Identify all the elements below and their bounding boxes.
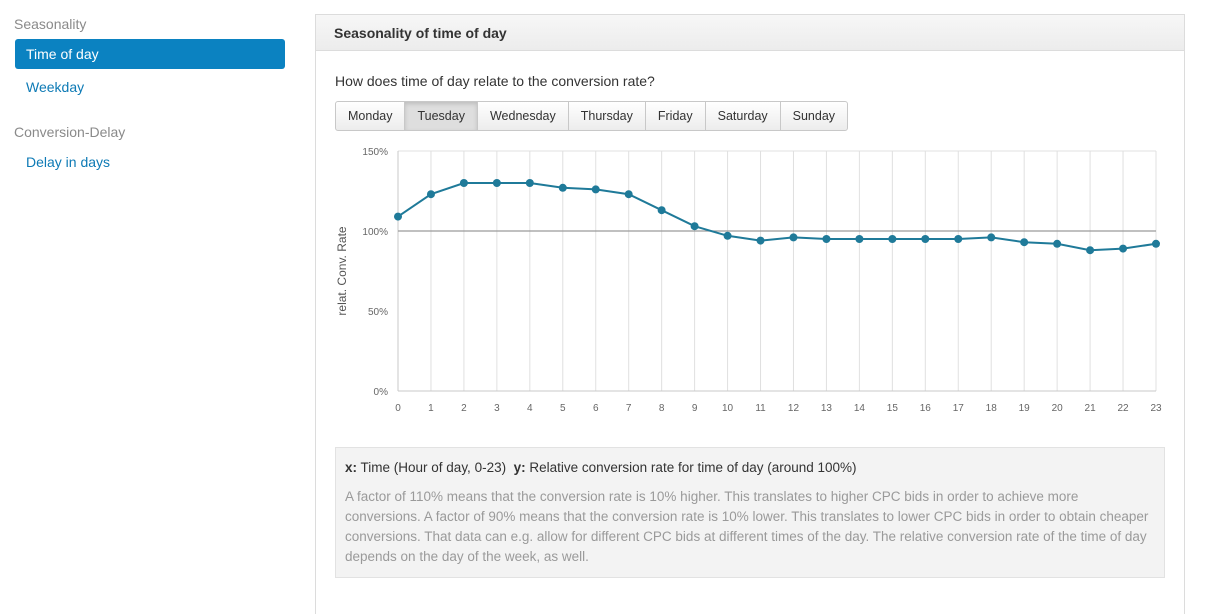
data-point xyxy=(1152,239,1160,248)
data-point xyxy=(723,231,732,240)
data-point xyxy=(987,233,996,242)
data-point xyxy=(822,235,831,243)
day-button-saturday[interactable]: Saturday xyxy=(704,101,781,131)
data-point xyxy=(525,179,534,187)
info-description: A factor of 110% means that the conversi… xyxy=(345,489,1149,564)
x-key: x: xyxy=(345,460,358,475)
data-point xyxy=(690,222,699,231)
data-point xyxy=(1086,246,1095,255)
data-point xyxy=(394,212,402,221)
x-tick-label: 21 xyxy=(1085,403,1097,414)
info-box: x: Time (Hour of day, 0-23) y: Relative … xyxy=(335,447,1165,578)
seasonality-panel: Seasonality of time of day How does time… xyxy=(315,14,1185,614)
y-tick-label: 50% xyxy=(368,307,388,318)
nav-header-seasonality: Seasonality xyxy=(14,16,87,32)
day-button-sunday[interactable]: Sunday xyxy=(779,101,849,131)
x-tick-label: 19 xyxy=(1019,403,1031,414)
data-point xyxy=(1053,239,1062,248)
data-point xyxy=(789,233,798,242)
x-tick-label: 0 xyxy=(395,403,401,414)
data-point xyxy=(624,190,633,199)
x-tick-label: 14 xyxy=(854,403,866,414)
x-tick-label: 7 xyxy=(626,403,632,414)
sidebar-item-weekday[interactable]: Weekday xyxy=(26,79,85,95)
data-point xyxy=(492,179,501,187)
x-tick-label: 12 xyxy=(788,403,800,414)
x-tick-label: 22 xyxy=(1117,403,1129,414)
x-tick-label: 4 xyxy=(527,403,533,414)
data-point xyxy=(756,236,765,245)
data-point xyxy=(1020,238,1029,247)
x-tick-label: 16 xyxy=(920,403,932,414)
x-tick-label: 8 xyxy=(659,403,665,414)
data-point xyxy=(426,190,435,199)
y-description: Relative conversion rate for time of day… xyxy=(529,460,857,475)
data-point xyxy=(459,179,468,187)
x-tick-label: 3 xyxy=(494,403,500,414)
nav-header-conversion-delay: Conversion-Delay xyxy=(14,124,126,140)
data-point xyxy=(954,235,963,243)
sidebar-item-delay-in-days[interactable]: Delay in days xyxy=(26,154,111,170)
day-button-group: Monday Tuesday Wednesday Thursday Friday… xyxy=(335,101,849,131)
data-point xyxy=(657,206,666,215)
axis-legend: x: Time (Hour of day, 0-23) y: Relative … xyxy=(345,460,1154,475)
y-tick-label: 150% xyxy=(362,147,388,158)
x-tick-label: 15 xyxy=(887,403,899,414)
data-point xyxy=(921,235,930,243)
day-button-monday[interactable]: Monday xyxy=(335,101,406,131)
sidebar-item-time-of-day[interactable]: Time of day xyxy=(15,39,285,69)
x-tick-label: 13 xyxy=(821,403,833,414)
panel-title: Seasonality of time of day xyxy=(316,15,1184,51)
day-button-tuesday[interactable]: Tuesday xyxy=(404,101,478,131)
data-point xyxy=(1119,244,1128,253)
x-tick-label: 5 xyxy=(560,403,566,414)
x-tick-label: 17 xyxy=(953,403,965,414)
x-tick-label: 20 xyxy=(1052,403,1064,414)
y-axis-label: relat. Conv. Rate xyxy=(335,226,349,315)
y-key: y: xyxy=(513,460,526,475)
day-button-thursday[interactable]: Thursday xyxy=(567,101,646,131)
day-button-friday[interactable]: Friday xyxy=(644,101,706,131)
x-tick-label: 11 xyxy=(755,403,766,414)
data-point xyxy=(591,185,600,194)
x-tick-label: 6 xyxy=(593,403,599,414)
y-tick-label: 0% xyxy=(374,387,389,398)
data-point xyxy=(558,183,567,192)
x-tick-label: 1 xyxy=(428,403,434,414)
day-button-wednesday[interactable]: Wednesday xyxy=(476,101,569,131)
x-tick-label: 9 xyxy=(692,403,698,414)
conversion-rate-chart: 0%50%100%150%0 1 2 3 4 5 6 7 8 9 10 11 12 13 14 15 16 17 1… xyxy=(335,147,1162,414)
x-tick-label: 18 xyxy=(986,403,998,414)
x-tick-label: 2 xyxy=(461,403,467,414)
x-description: Time (Hour of day, 0-23) xyxy=(360,460,507,475)
data-point xyxy=(888,235,897,243)
x-tick-label: 23 xyxy=(1150,403,1162,414)
y-tick-label: 100% xyxy=(362,227,388,238)
question-text: How does time of day relate to the conve… xyxy=(335,73,655,89)
data-point xyxy=(855,235,864,243)
series-line xyxy=(397,182,1157,252)
x-tick-label: 10 xyxy=(722,403,734,414)
